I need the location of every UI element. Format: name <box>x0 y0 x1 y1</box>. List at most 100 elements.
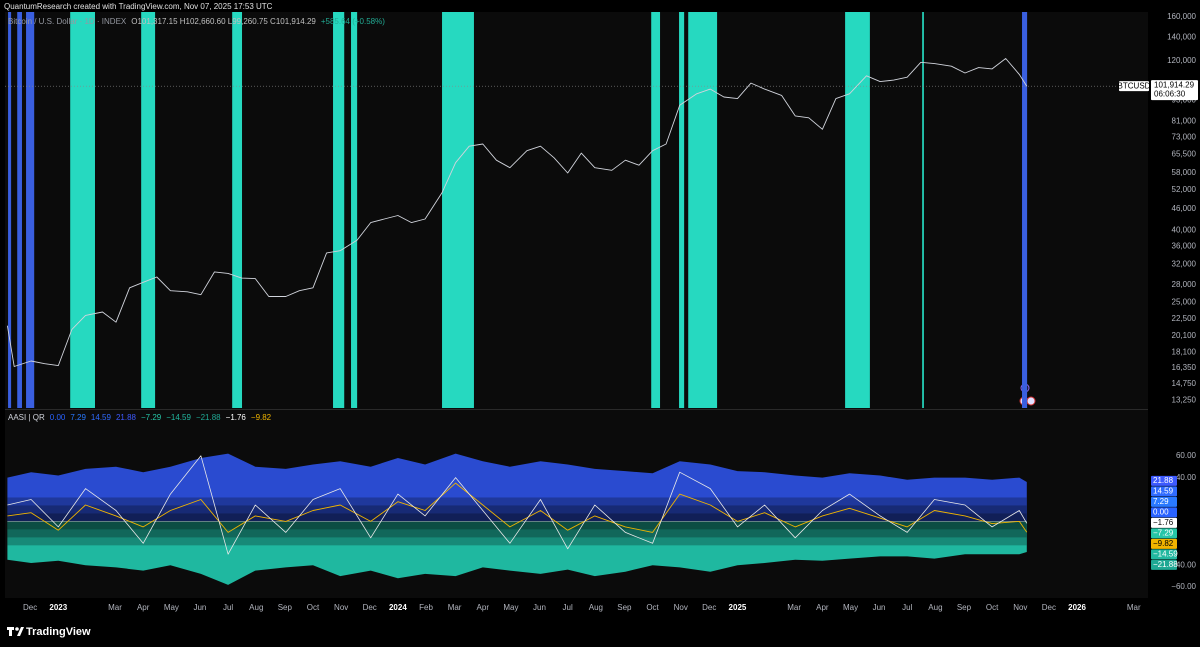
x-tick-label: Oct <box>307 603 320 612</box>
value-tag <box>1151 496 1177 507</box>
y-tick-label: 120,000 <box>1167 56 1196 65</box>
level-legend: −14.59 <box>166 413 191 422</box>
y-tick-label: 73,000 <box>1172 133 1197 142</box>
level-shade <box>7 513 1027 522</box>
x-tick-label: Jun <box>533 603 546 612</box>
y-tick-label: 36,000 <box>1172 241 1197 250</box>
price-tag <box>1151 80 1198 101</box>
y-tick-label: 160,000 <box>1167 12 1196 21</box>
y-tick-label: 52,000 <box>1172 185 1197 194</box>
y-tick-label: −60.00 <box>1171 582 1196 591</box>
x-tick-label: May <box>164 603 179 612</box>
regime-highlight <box>232 12 243 408</box>
x-tick-label: Jul <box>902 603 912 612</box>
x-tick-label: May <box>843 603 858 612</box>
logo-shape <box>17 627 24 636</box>
price-change: +585.64 (+0.58%) <box>321 17 385 26</box>
value-tag <box>1151 538 1177 549</box>
value-tag-text: −7.29 <box>1153 528 1174 537</box>
regime-highlight <box>333 12 345 408</box>
x-tick-label: Mar <box>1127 603 1141 612</box>
x-tick-label: Jul <box>563 603 573 612</box>
regime-highlight <box>17 12 22 408</box>
x-tick-label: Dec <box>1042 603 1056 612</box>
x-tick-label: Apr <box>816 603 829 612</box>
x-tick-label: Nov <box>674 603 688 612</box>
value-tag <box>1151 549 1177 560</box>
level-shade <box>7 521 1027 530</box>
y-tick-label: 40,000 <box>1172 225 1197 234</box>
x-tick-label: Dec <box>702 603 716 612</box>
y-tick-label: 65,500 <box>1172 149 1197 158</box>
x-tick-label: 2023 <box>49 603 67 612</box>
oscillator-legend: −1.76 <box>226 413 247 422</box>
regime-highlight <box>688 12 718 408</box>
x-tick-label: Feb <box>419 603 433 612</box>
regime-highlight <box>845 12 870 408</box>
logo-shape <box>9 627 12 636</box>
y-tick-label: 16,350 <box>1172 363 1197 372</box>
x-tick-label: Aug <box>928 603 942 612</box>
value-tag <box>1151 507 1177 518</box>
price-line <box>6 58 1028 367</box>
x-tick-label: 2026 <box>1068 603 1086 612</box>
x-tick-label: Aug <box>589 603 603 612</box>
symbol-tag-text: BTCUSD <box>1118 81 1151 90</box>
x-tick-label: 2025 <box>729 603 747 612</box>
x-tick-label: Apr <box>137 603 150 612</box>
x-tick-label: Jul <box>223 603 233 612</box>
x-tick-label: Aug <box>249 603 263 612</box>
regime-highlight <box>70 12 95 408</box>
y-tick-label: 20,100 <box>1172 331 1197 340</box>
countdown-text: 06:06:30 <box>1154 89 1186 98</box>
lower-band <box>7 521 1027 585</box>
x-tick-label: Sep <box>957 603 972 612</box>
x-tick-label: Mar <box>108 603 122 612</box>
y-tick-label: 40.00 <box>1176 473 1197 482</box>
regime-highlight <box>141 12 156 408</box>
y-tick-label: −40.00 <box>1171 560 1196 569</box>
y-tick-label: 58,000 <box>1172 168 1197 177</box>
level-shade <box>7 521 1027 538</box>
regime-highlight <box>922 12 924 408</box>
y-tick-label: 22,500 <box>1172 314 1197 323</box>
y-tick-label: 60.00 <box>1176 451 1197 460</box>
value-tag-text: 21.88 <box>1153 476 1174 485</box>
value-tag-text: 7.29 <box>1153 497 1169 506</box>
x-tick-label: Jun <box>873 603 886 612</box>
x-tick-label: Nov <box>334 603 348 612</box>
footer-bar <box>0 618 1200 647</box>
price-tag-text: 101,914.29 <box>1154 80 1195 89</box>
level-legend: 7.29 <box>70 413 86 422</box>
regime-highlight <box>8 12 12 408</box>
y-tick-label: 14,750 <box>1172 379 1197 388</box>
y-tick-label: 28,000 <box>1172 280 1197 289</box>
level-legend: −21.88 <box>196 413 221 422</box>
value-tag <box>1151 528 1177 539</box>
value-tag <box>1151 517 1177 528</box>
y-tick-label: 140,000 <box>1167 32 1196 41</box>
x-tick-label: Oct <box>646 603 659 612</box>
x-tick-label: Dec <box>23 603 37 612</box>
signal-line <box>7 482 1028 533</box>
value-tag <box>1151 475 1177 486</box>
logo-shape <box>15 627 19 631</box>
level-shade <box>7 497 1027 522</box>
x-tick-label: Jun <box>193 603 206 612</box>
event-icon <box>1026 396 1036 406</box>
value-tag-text: −14.59 <box>1153 549 1178 558</box>
symbol-tag <box>1119 81 1149 92</box>
x-tick-label: Mar <box>448 603 462 612</box>
logo-text: TradingView <box>26 626 91 638</box>
value-tag-text: −1.76 <box>1153 518 1174 527</box>
regime-highlight <box>651 12 661 408</box>
regime-highlight <box>351 12 358 408</box>
value-tag-text: 14.59 <box>1153 486 1174 495</box>
level-legend: 14.59 <box>91 413 112 422</box>
x-tick-label: Mar <box>787 603 801 612</box>
signal-legend: −9.82 <box>251 413 272 422</box>
x-tick-label: Sep <box>617 603 632 612</box>
regime-highlight <box>679 12 685 408</box>
y-tick-label: 25,000 <box>1172 298 1197 307</box>
